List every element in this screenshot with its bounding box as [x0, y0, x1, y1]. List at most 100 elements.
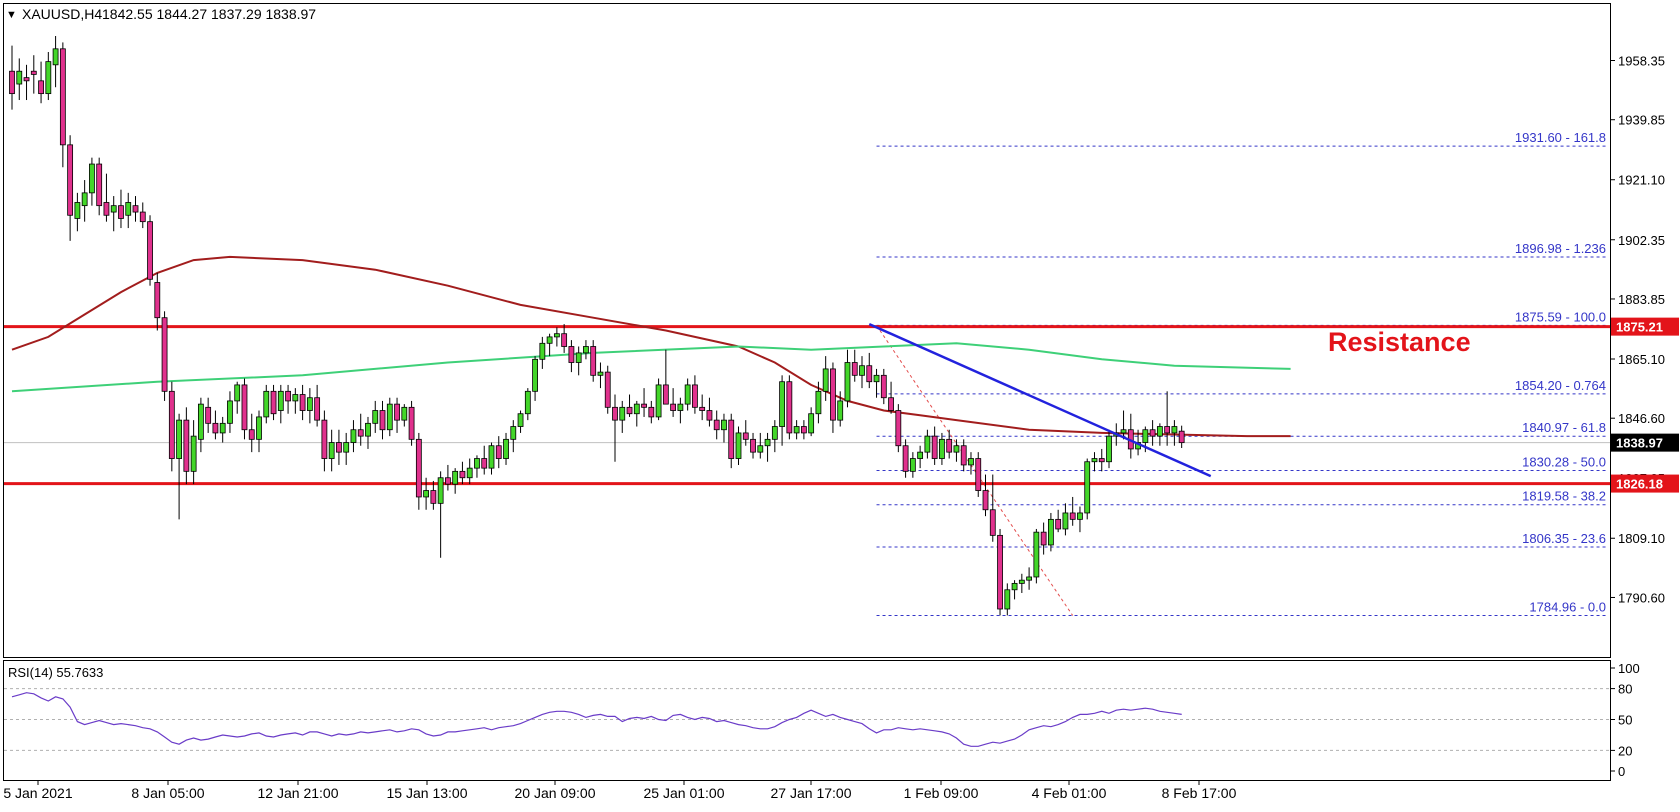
- ma-fast-line: [11, 342, 1291, 393]
- candle-body-bear: [960, 445, 967, 466]
- candle-body-bear: [946, 438, 953, 453]
- candle-body-bear: [692, 384, 698, 408]
- symbol-dropdown-icon[interactable]: ▼: [6, 9, 17, 21]
- candle-body-bull: [524, 390, 531, 415]
- price-tick-label: 1809.10: [1618, 531, 1665, 546]
- candle-body-bull: [234, 384, 241, 402]
- candle-body-bear: [270, 390, 277, 415]
- candle-body-bear: [444, 477, 451, 485]
- candle-body-bull: [386, 403, 393, 431]
- candle-body-bear: [139, 211, 146, 223]
- rsi-tick-label: 80: [1618, 682, 1632, 697]
- candle-body-bull: [844, 362, 851, 402]
- candle-body-bull: [793, 426, 800, 434]
- candle-body-bear: [408, 406, 415, 440]
- time-tick-label: 25 Jan 01:00: [644, 785, 725, 801]
- candle-body-bull: [1011, 582, 1018, 591]
- rsi-tick-label: 100: [1618, 661, 1640, 676]
- levels-layer: 1931.60 - 161.8 1896.98 - 1.236 1875.59 - …: [4, 130, 1610, 617]
- candle-body-bull: [779, 381, 785, 427]
- candle-body-bull: [532, 358, 538, 392]
- candle-body-bear: [394, 403, 400, 421]
- candle-body-bull: [1026, 576, 1032, 581]
- time-tick-label: 20 Jan 09:00: [515, 785, 596, 801]
- candle-body-bear: [648, 406, 655, 418]
- candle-body-bull: [503, 438, 509, 459]
- candle-body-bull: [125, 202, 132, 216]
- candle-body-bear: [103, 202, 110, 216]
- candle-body-bear: [662, 384, 669, 405]
- time-tick-label: 15 Jan 13:00: [387, 785, 468, 801]
- candle-body-bull: [45, 61, 52, 95]
- candle-body-bull: [488, 445, 495, 469]
- level-price-tag-label: 1875.21: [1616, 320, 1663, 335]
- candle-body-bull: [539, 342, 546, 360]
- candle-body-bull: [677, 403, 684, 411]
- candle-body-bear: [851, 362, 858, 376]
- candle-body-bull: [227, 400, 233, 424]
- candle-body-bear: [154, 282, 161, 319]
- candle-body-bull: [684, 384, 691, 405]
- rsi-tick-label: 50: [1618, 713, 1632, 728]
- rsi-indicator: 100 80 50 20 0: [4, 661, 1640, 779]
- candle-body-bear: [314, 397, 321, 421]
- candle-body-bear: [118, 205, 124, 219]
- candle-body-bear: [989, 509, 996, 536]
- rsi-line: [11, 692, 1182, 747]
- price-tick-label: 1921.10: [1618, 173, 1665, 188]
- candle-body-bull: [575, 352, 582, 363]
- time-tick-label: 8 Jan 05:00: [131, 785, 204, 801]
- candle-body-bear: [866, 365, 873, 383]
- resistance-annotation: Resistance: [1328, 327, 1471, 357]
- price-tick-label: 1958.35: [1618, 53, 1665, 68]
- candle-body-bear: [38, 80, 44, 95]
- candle-body-bear: [902, 445, 909, 472]
- candle-body-bull: [1084, 461, 1091, 514]
- candle-body-bear: [1040, 531, 1047, 546]
- fib-level-label: 1840.97 - 61.8: [1522, 420, 1606, 435]
- candle-body-bear: [728, 419, 735, 459]
- candle-body-bull: [1018, 579, 1025, 584]
- candle-body-bull: [437, 477, 444, 504]
- price-tick-label: 1902.35: [1618, 233, 1665, 248]
- candle-body-bear: [459, 470, 466, 479]
- rsi-label: RSI(14) 55.7633: [8, 665, 103, 680]
- price-tick-label: 1883.85: [1618, 292, 1665, 307]
- candle-body-bull: [263, 390, 270, 418]
- candle-body-bull: [939, 438, 945, 459]
- fib-level-label: 1854.20 - 0.764: [1515, 378, 1606, 393]
- candle-body-bear: [931, 435, 938, 459]
- candle-body-bear: [1149, 429, 1156, 437]
- candle-body-bull: [822, 368, 829, 392]
- candle-body-bull: [197, 403, 204, 440]
- fib-level-label: 1806.35 - 23.6: [1522, 531, 1606, 546]
- candle-body-bear: [612, 406, 618, 421]
- candle-body-bull: [52, 48, 59, 66]
- candle-body-bull: [917, 451, 924, 459]
- candle-body-bear: [982, 490, 989, 511]
- candle-body-bear: [357, 429, 364, 437]
- candle-body-bear: [895, 410, 902, 447]
- rsi-tick-label: 0: [1618, 764, 1625, 779]
- candle-body-bear: [285, 390, 291, 402]
- candle-body-bull: [372, 410, 379, 424]
- candle-body-bear: [299, 394, 306, 411]
- candle-body-bear: [561, 333, 568, 347]
- candle-body-bull: [89, 163, 95, 194]
- candle-body-bull: [452, 470, 459, 485]
- candle-body-bear: [604, 371, 611, 408]
- candle-body-bear: [67, 144, 74, 216]
- candle-body-bear: [481, 458, 488, 469]
- candle-body-bull: [1106, 435, 1112, 463]
- time-axis: 5 Jan 2021 8 Jan 05:00 12 Jan 21:00 15 Jan …: [3, 780, 1237, 801]
- candle-body-bull: [474, 458, 480, 469]
- candle-body-bull: [74, 202, 81, 219]
- candle-body-bear: [495, 445, 502, 459]
- level-price-tag-label: 1826.18: [1616, 477, 1663, 492]
- candle-body-bull: [721, 419, 727, 431]
- candle-body-bull: [1156, 426, 1163, 437]
- candle-body-bull: [110, 205, 117, 213]
- candle-body-bull: [81, 192, 88, 207]
- candle-body-bull: [1171, 426, 1178, 434]
